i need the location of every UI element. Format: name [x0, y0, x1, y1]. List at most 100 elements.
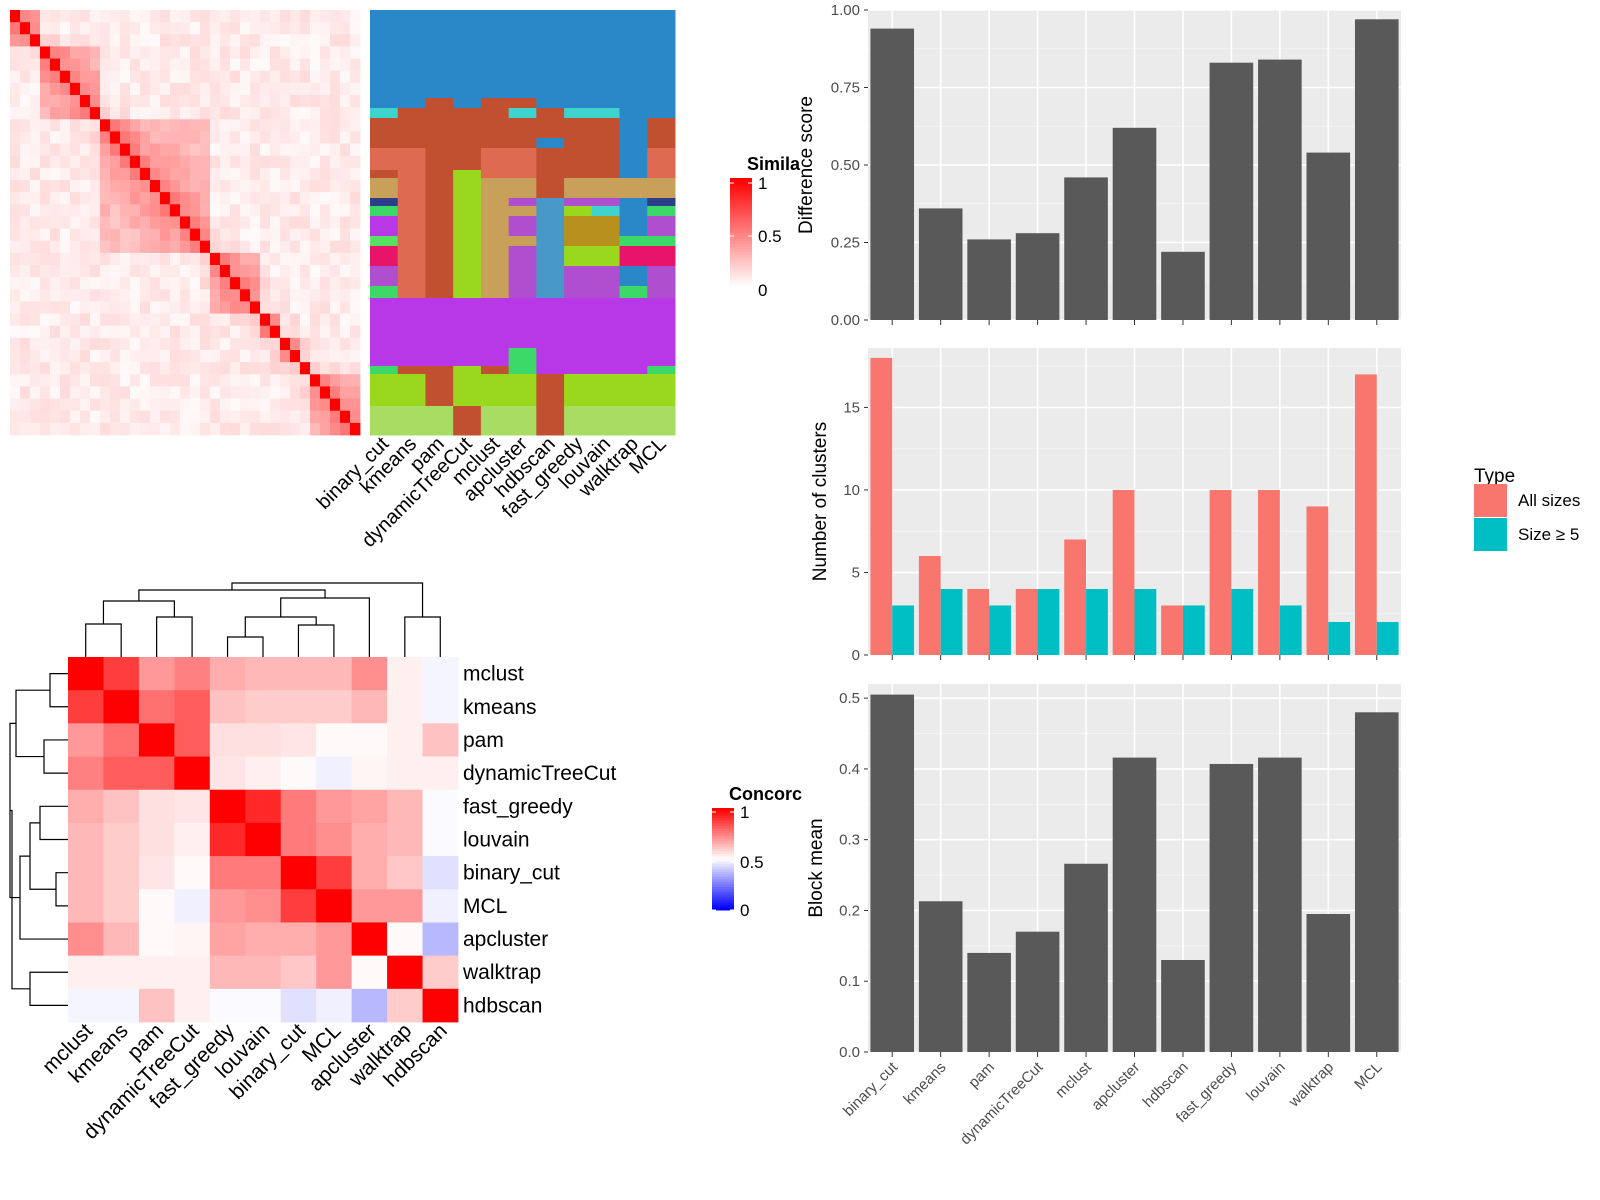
assignment-cell: [508, 366, 537, 375]
similarity-cell: [270, 216, 281, 229]
x-tick-label: pam: [965, 1059, 998, 1092]
similarity-cell: [320, 398, 331, 412]
similarity-cell: [90, 167, 101, 181]
similarity-cell: [200, 22, 211, 35]
similarity-cell: [230, 362, 241, 375]
similarity-cell: [90, 46, 101, 59]
similarity-cell: [190, 252, 201, 266]
similarity-cell: [200, 325, 211, 339]
similarity-cell: [220, 410, 231, 424]
similarity-cell: [270, 10, 281, 23]
similarity-cell: [110, 46, 121, 59]
similarity-cell: [300, 167, 311, 181]
concordance-row-label: kmeans: [463, 696, 537, 719]
assignment-cell: [619, 206, 648, 217]
similarity-cell: [110, 398, 121, 412]
assignment-cell: [453, 246, 482, 267]
similarity-cell: [80, 289, 91, 302]
similarity-cell: [140, 82, 151, 96]
similarity-cell: [250, 374, 261, 387]
dendrogram-branch: [102, 600, 175, 624]
similarity-cell: [220, 22, 231, 35]
similarity-cell: [20, 58, 31, 72]
similarity-cell: [320, 350, 331, 363]
assignment-cell: [397, 138, 426, 149]
concordance-cell: [103, 889, 140, 923]
similarity-cell: [40, 216, 51, 229]
similarity-cell: [330, 313, 341, 327]
similarity-cell: [330, 204, 341, 217]
similarity-cell: [100, 289, 111, 302]
similarity-cell: [150, 95, 161, 108]
similarity-cell: [100, 131, 111, 144]
bar: [1064, 177, 1108, 320]
similarity-cell: [30, 10, 41, 23]
similarity-cell: [350, 155, 361, 169]
similarity-cell: [290, 289, 301, 302]
similarity-cell: [60, 10, 71, 23]
similarity-cell: [70, 228, 81, 242]
similarity-cell: [280, 192, 291, 205]
similarity-cell: [210, 410, 221, 424]
similarity-cell: [320, 301, 331, 314]
similarity-cell: [120, 95, 131, 108]
similarity-cell: [170, 34, 181, 47]
similarity-cell: [120, 240, 131, 254]
concordance-cell: [174, 922, 211, 957]
similarity-cell: [20, 167, 31, 181]
similarity-cell: [280, 131, 291, 144]
dendrogram-branch: [55, 872, 68, 907]
similarity-cell: [270, 155, 281, 169]
y-tick-label: 0.3: [839, 832, 860, 849]
concordance-legend-title: Concorc: [729, 784, 802, 804]
similarity-cell: [220, 10, 231, 23]
similarity-cell: [10, 167, 21, 181]
similarity-cell: [280, 265, 291, 278]
similarity-cell: [70, 95, 81, 108]
similarity-cell: [300, 240, 311, 254]
similarity-cell: [40, 192, 51, 205]
similarity-cell: [110, 167, 121, 181]
similarity-cell: [120, 289, 131, 302]
legend-gradient-step: [730, 274, 752, 278]
similarity-cell: [200, 301, 211, 314]
concordance-cell: [245, 723, 282, 757]
legend-tick-label: 0.5: [758, 227, 782, 246]
bar: [870, 28, 915, 320]
y-axis-title: Number of clusters: [810, 422, 831, 581]
similarity-cell: [320, 22, 331, 35]
similarity-cell: [160, 22, 171, 35]
similarity-cell: [170, 265, 181, 278]
concordance-cell: [209, 756, 246, 791]
similarity-cell: [220, 386, 231, 399]
similarity-cell: [260, 277, 271, 290]
similarity-cell: [100, 374, 111, 387]
similarity-cell: [140, 131, 151, 144]
similarity-cell: [250, 216, 261, 229]
similarity-cell: [70, 265, 81, 278]
similarity-cell: [180, 398, 191, 412]
similarity-cell: [30, 82, 41, 96]
similarity-cell: [20, 119, 31, 132]
similarity-cell: [290, 350, 301, 363]
similarity-cell: [190, 58, 201, 72]
assignment-cell: [425, 366, 454, 375]
similarity-cell: [50, 301, 61, 314]
similarity-cell: [220, 143, 231, 157]
similarity-cell: [50, 155, 61, 169]
bar-all-sizes: [1064, 539, 1087, 655]
concordance-cell: [280, 690, 317, 724]
similarity-cell: [70, 180, 81, 193]
bar: [1112, 757, 1157, 1052]
assignment-cell: [591, 178, 621, 199]
dendrogram-branch: [138, 589, 326, 601]
legend-gradient-step: [712, 902, 734, 906]
similarity-cell: [180, 10, 191, 23]
similarity-cell: [30, 46, 41, 59]
similarity-cell: [30, 131, 41, 144]
similarity-cell: [270, 192, 281, 205]
concordance-cell: [138, 988, 175, 1023]
assignment-cell: [425, 348, 454, 367]
similarity-cell: [60, 386, 71, 399]
assignment-cell: [564, 206, 593, 217]
